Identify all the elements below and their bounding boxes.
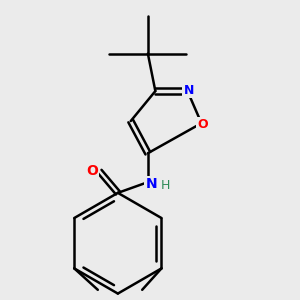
Text: O: O — [86, 164, 98, 178]
Text: N: N — [183, 83, 194, 97]
Text: H: H — [160, 179, 170, 192]
Text: O: O — [197, 118, 208, 131]
Text: N: N — [145, 177, 157, 191]
